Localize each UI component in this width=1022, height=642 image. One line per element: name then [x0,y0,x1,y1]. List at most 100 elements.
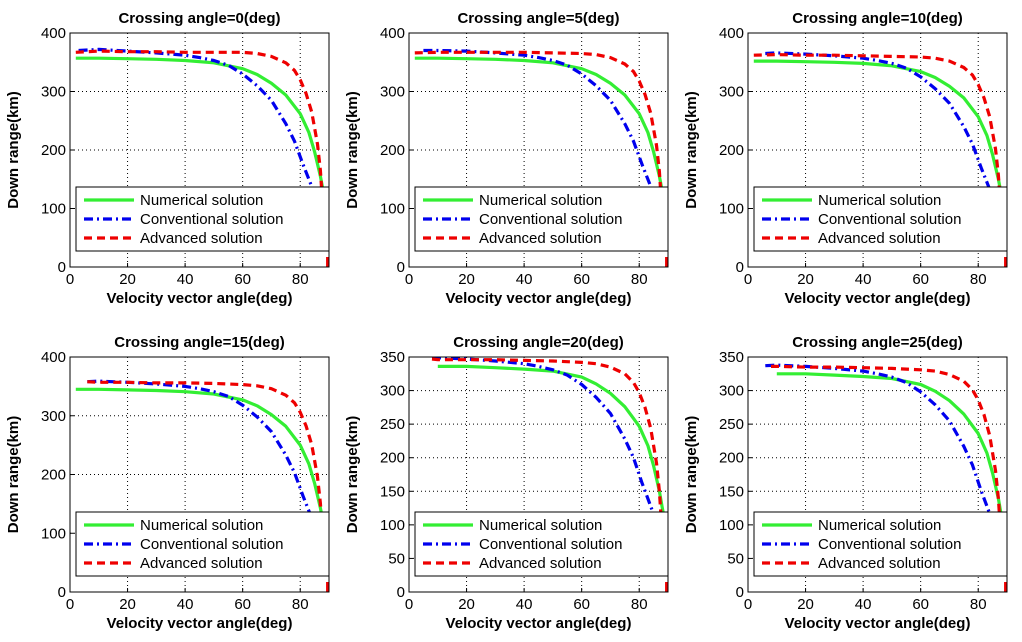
y-tick-label: 100 [41,525,66,542]
legend-label-1: Numerical solution [818,192,941,209]
chart-panel-6: 0 20 40 60 80 0 50 100 150 200 250 300 350 Crossing a… [683,334,1008,632]
end-marker [665,582,669,592]
chart-title: Crossing angle=25(deg) [792,334,962,351]
axes-frame [747,32,1008,268]
x-tick-label: 20 [797,596,814,613]
y-tick-label: 0 [736,259,744,276]
y-tick-label: 250 [380,416,405,433]
end-marker [665,257,669,267]
y-tick-label: 300 [719,84,744,101]
x-tick-label: 80 [970,271,987,288]
legend-box [414,186,669,252]
x-tick-label: 60 [912,596,929,613]
x-axis-label: Velocity vector angle(deg) [785,615,971,632]
x-tick-label: 40 [855,596,872,613]
series-line-1 [75,387,328,539]
legend-label-1: Numerical solution [818,517,941,534]
x-tick-label: 40 [855,271,872,288]
x-tick-label: 0 [405,596,413,613]
y-tick-label: 400 [380,25,405,42]
y-tick-label: 400 [41,349,66,366]
legend-label-2: Conventional solution [818,211,961,228]
y-tick-label: 300 [380,84,405,101]
x-tick-label: 60 [912,271,929,288]
y-tick-label: 400 [41,25,66,42]
y-tick-label: 100 [719,201,744,218]
x-tick-label: 20 [119,271,136,288]
legend-label-1: Numerical solution [479,192,602,209]
series-line-1 [75,56,328,208]
legend-label-2: Conventional solution [140,211,283,228]
series-line-3 [75,49,324,193]
legend-label-1: Numerical solution [140,192,263,209]
legend-box [75,186,330,252]
x-tick-label: 40 [516,271,533,288]
legend-box [75,511,330,577]
y-axis-label: Down range(km) [683,416,700,534]
x-tick-label: 0 [66,271,74,288]
y-tick-label: 100 [41,201,66,218]
y-tick-label: 50 [388,550,405,567]
chart-title: Crossing angle=0(deg) [118,10,280,27]
x-tick-label: 80 [970,596,987,613]
axes-frame [747,356,1008,593]
y-tick-label: 200 [719,450,744,467]
end-marker [326,257,330,267]
y-tick-label: 350 [380,349,405,366]
y-tick-label: 0 [397,259,405,276]
chart-title: Crossing angle=15(deg) [114,334,284,351]
x-tick-label: 0 [66,596,74,613]
x-axis-label: Velocity vector angle(deg) [446,290,632,307]
x-tick-label: 20 [119,596,136,613]
y-tick-label: 250 [719,416,744,433]
y-axis-label: Down range(km) [683,91,700,209]
axes-frame [69,356,330,593]
legend: Numerical solution Conventional solution A… [75,186,330,252]
y-tick-label: 0 [58,584,66,601]
legend-label-2: Conventional solution [140,536,283,553]
y-axis-label: Down range(km) [344,416,361,534]
y-tick-label: 200 [380,142,405,159]
x-tick-label: 60 [234,596,251,613]
series-line-3 [87,380,324,526]
x-tick-label: 20 [458,596,475,613]
x-tick-label: 80 [631,596,648,613]
x-tick-label: 60 [573,271,590,288]
y-tick-label: 400 [719,25,744,42]
legend-label-3: Advanced solution [479,230,602,247]
axes-frame [408,32,669,268]
series-line-3 [414,50,663,194]
legend-label-3: Advanced solution [818,555,941,572]
legend-box [753,186,1008,252]
legend: Numerical solution Conventional solution A… [414,186,669,252]
series-line-2 [431,357,660,524]
y-tick-label: 150 [719,483,744,500]
chart-panel-4: 0 20 40 60 80 0 100 200 300 400 Crossing angle=15(… [5,334,330,632]
y-axis-label: Down range(km) [5,416,22,534]
y-tick-label: 0 [58,259,66,276]
x-tick-label: 80 [292,596,309,613]
chart-title: Crossing angle=5(deg) [457,10,619,27]
end-marker [1004,582,1008,592]
y-axis-label: Down range(km) [344,91,361,209]
legend-label-3: Advanced solution [140,230,263,247]
end-marker [1004,257,1008,267]
legend-label-2: Conventional solution [818,536,961,553]
chart-panel-5: 0 20 40 60 80 0 50 100 150 200 250 300 350 Crossing a… [344,334,669,632]
legend-label-3: Advanced solution [140,555,263,572]
legend-label-2: Conventional solution [479,211,622,228]
x-axis-label: Velocity vector angle(deg) [107,615,293,632]
x-tick-label: 80 [292,271,309,288]
y-tick-label: 0 [397,584,405,601]
legend: Numerical solution Conventional solution A… [75,511,330,577]
chart-title: Crossing angle=20(deg) [453,334,623,351]
x-tick-label: 40 [516,596,533,613]
y-tick-label: 100 [380,517,405,534]
series-line-1 [753,59,1006,210]
y-tick-label: 200 [380,450,405,467]
x-tick-label: 0 [405,271,413,288]
legend-label-1: Numerical solution [140,517,263,534]
series-line-3 [431,357,663,513]
legend-label-3: Advanced solution [479,555,602,572]
